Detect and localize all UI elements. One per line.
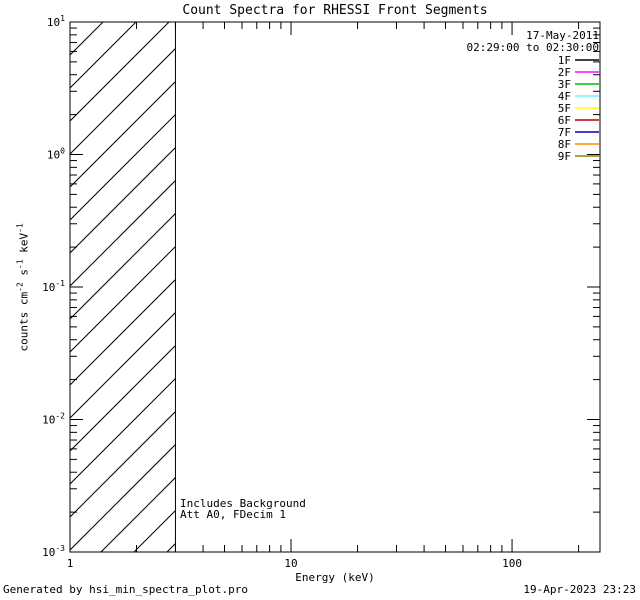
legend-label: 9F (558, 150, 571, 163)
y-tick-label: 100 (47, 147, 65, 162)
annotation-includes-background: Includes Background (180, 497, 306, 510)
legend-label: 4F (558, 90, 571, 103)
generation-timestamp: 19-Apr-2023 23:23 (523, 583, 636, 596)
x-tick-label: 10 (284, 557, 297, 570)
legend-time-range: 02:29:00 to 02:30:00 (466, 41, 599, 54)
legend-label: 3F (558, 78, 571, 91)
x-tick-label: 100 (502, 557, 522, 570)
hatched-region (70, 22, 176, 552)
legend-label: 7F (558, 126, 571, 139)
legend-label: 1F (558, 54, 571, 67)
y-axis-label: counts cm-2 s-1 keV-1 (15, 223, 31, 352)
y-tick-label: 10-3 (42, 544, 65, 559)
annotation-attenuator-state: Att A0, FDecim 1 (180, 508, 286, 521)
legend-label: 8F (558, 138, 571, 151)
chart-title: Count Spectra for RHESSI Front Segments (182, 3, 488, 18)
x-tick-label: 1 (67, 557, 74, 570)
legend-date: 17-May-2011 (526, 29, 599, 42)
y-tick-label: 10-1 (42, 279, 65, 294)
y-tick-label: 101 (47, 14, 65, 29)
generator-credit: Generated by hsi_min_spectra_plot.pro (3, 583, 249, 596)
legend-label: 5F (558, 102, 571, 115)
legend-label: 2F (558, 66, 571, 79)
plot-frame (69, 21, 601, 553)
x-axis-label: Energy (keV) (295, 571, 375, 584)
legend-label: 6F (558, 114, 571, 127)
y-tick-label: 10-2 (42, 412, 65, 427)
axis-ticks (69, 21, 600, 553)
